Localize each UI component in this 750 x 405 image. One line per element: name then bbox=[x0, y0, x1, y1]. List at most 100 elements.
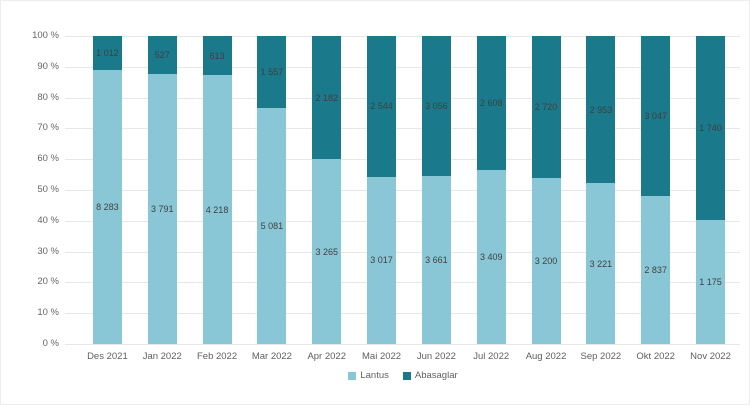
gridline bbox=[65, 97, 740, 99]
bar-column: 3 017 2 544 Mai 2022 bbox=[362, 36, 401, 362]
value-label-lantus: 4 218 bbox=[205, 204, 229, 215]
value-label-abasaglar: 613 bbox=[209, 50, 225, 61]
y-axis-tick-label: 40 % bbox=[37, 214, 59, 226]
x-axis-tick-label: Mar 2022 bbox=[251, 351, 292, 362]
bar-segment-abasaglar[interactable] bbox=[641, 36, 671, 196]
bar-segment-abasaglar[interactable] bbox=[531, 36, 561, 178]
value-label-lantus: 3 661 bbox=[425, 255, 448, 266]
bar-segment-lantus[interactable] bbox=[367, 176, 397, 344]
y-axis-tick-label: 50 % bbox=[37, 184, 59, 195]
legend-item-abasaglar[interactable]: Abasaglar bbox=[402, 370, 458, 381]
y-axis-tick-label: 90 % bbox=[37, 60, 59, 72]
value-label-lantus: 8 283 bbox=[96, 201, 119, 212]
value-label-lantus: 3 409 bbox=[479, 251, 503, 262]
y-axis-tick-label: 100 % bbox=[32, 30, 59, 41]
y-axis-tick-label: 60 % bbox=[37, 153, 59, 165]
bar-segment-abasaglar[interactable] bbox=[312, 36, 342, 160]
x-axis-tick-label: Apr 2022 bbox=[307, 351, 346, 362]
bar-column: 2 837 3 047 Okt 2022 bbox=[636, 36, 675, 362]
bar-column: 3 200 2 720 Aug 2022 bbox=[526, 36, 566, 362]
bar-segment-lantus[interactable] bbox=[421, 176, 451, 344]
value-label-lantus: 3 221 bbox=[589, 258, 613, 269]
bar-segment-abasaglar[interactable] bbox=[257, 36, 287, 109]
gridline bbox=[65, 313, 740, 315]
gridline bbox=[65, 128, 740, 130]
value-label-lantus: 3 791 bbox=[150, 203, 174, 214]
legend-label: Abasaglar bbox=[414, 370, 458, 381]
bar-segment-lantus[interactable] bbox=[586, 183, 616, 344]
bar-column: 3 661 3 056 Jun 2022 bbox=[417, 36, 456, 362]
value-label-abasaglar: 1 740 bbox=[699, 122, 722, 133]
value-label-abasaglar: 2 953 bbox=[589, 104, 613, 115]
bar-column: 1 175 1 740 Nov 2022 bbox=[690, 36, 731, 362]
value-label-lantus: 2 837 bbox=[644, 264, 667, 275]
bar-segment-abasaglar[interactable] bbox=[202, 36, 232, 76]
bar-column: 3 265 2 182 Apr 2022 bbox=[307, 36, 346, 362]
gridline bbox=[65, 66, 740, 68]
x-axis-tick-label: Nov 2022 bbox=[690, 351, 731, 362]
bar-segment-lantus[interactable] bbox=[641, 195, 671, 344]
y-axis-tick-label: 0 % bbox=[42, 338, 59, 349]
x-axis-tick-label: Sep 2022 bbox=[580, 351, 622, 362]
bar-segment-abasaglar[interactable] bbox=[586, 36, 616, 184]
x-axis-tick-label: Des 2021 bbox=[87, 351, 128, 362]
bar-segment-lantus[interactable] bbox=[147, 73, 177, 344]
value-label-abasaglar: 2 182 bbox=[315, 92, 338, 103]
bar-segment-abasaglar[interactable] bbox=[147, 36, 177, 74]
x-axis-tick-label: Okt 2022 bbox=[636, 351, 675, 362]
value-label-lantus: 3 265 bbox=[315, 246, 338, 257]
bar-segment-lantus[interactable] bbox=[696, 219, 726, 344]
legend-item-lantus[interactable]: Lantus bbox=[348, 370, 389, 381]
gridline bbox=[65, 190, 740, 191]
gridline bbox=[65, 36, 740, 37]
legend-label: Lantus bbox=[360, 370, 389, 381]
x-axis-tick-label: Mai 2022 bbox=[362, 351, 402, 362]
bar-column: 3 409 2 608 Jul 2022 bbox=[473, 36, 509, 362]
y-axis-tick-label: 20 % bbox=[37, 276, 59, 288]
bar-segment-lantus[interactable] bbox=[92, 69, 122, 344]
value-label-abasaglar: 3 047 bbox=[644, 110, 667, 121]
value-label-abasaglar: 527 bbox=[154, 49, 170, 60]
legend: Lantus Abasaglar bbox=[66, 370, 740, 381]
x-axis-tick-label: Aug 2022 bbox=[525, 351, 567, 362]
bar-segment-abasaglar[interactable] bbox=[92, 36, 122, 70]
bar-segment-abasaglar[interactable] bbox=[367, 36, 397, 177]
value-label-lantus: 3 200 bbox=[534, 255, 558, 266]
value-label-abasaglar: 3 056 bbox=[425, 101, 448, 112]
gridline bbox=[65, 282, 740, 284]
bar-segment-abasaglar[interactable] bbox=[476, 36, 506, 170]
value-label-abasaglar: 2 544 bbox=[370, 101, 393, 112]
bar-segment-lantus[interactable] bbox=[531, 177, 561, 344]
bar-segment-lantus[interactable] bbox=[476, 169, 506, 344]
bar-segment-lantus[interactable] bbox=[202, 75, 232, 344]
bar-segment-lantus[interactable] bbox=[312, 159, 342, 344]
gridline bbox=[65, 220, 740, 222]
bar-segment-abasaglar[interactable] bbox=[421, 36, 451, 177]
x-axis-tick-label: Feb 2022 bbox=[196, 351, 238, 362]
y-axis-tick-label: 30 % bbox=[37, 245, 59, 257]
value-label-abasaglar: 1 557 bbox=[260, 67, 284, 78]
y-axis-tick-label: 80 % bbox=[37, 91, 59, 103]
value-label-abasaglar: 2 608 bbox=[479, 97, 503, 108]
bar-column: 8 283 1 012 Des 2021 bbox=[87, 36, 128, 362]
bar-segment-lantus[interactable] bbox=[257, 108, 287, 344]
y-axis-tick-label: 70 % bbox=[37, 122, 59, 134]
legend-swatch-icon bbox=[402, 371, 411, 380]
bar-column: 5 081 1 557 Mar 2022 bbox=[252, 36, 292, 362]
bar-column: 3 791 527 Jan 2022 bbox=[143, 36, 182, 362]
value-label-abasaglar: 2 720 bbox=[534, 101, 558, 112]
plot-area: 8 283 1 012 Des 2021 3 791 527 Jan 2022 4 218 6… bbox=[80, 36, 738, 362]
bar-segment-abasaglar[interactable] bbox=[696, 36, 726, 220]
bar-column: 4 218 613 Feb 2022 bbox=[197, 36, 237, 362]
gridline bbox=[65, 159, 740, 161]
x-axis-tick-label: Jan 2022 bbox=[142, 351, 182, 362]
value-label-lantus: 1 175 bbox=[699, 276, 722, 287]
legend-swatch-icon bbox=[348, 371, 357, 380]
gridline bbox=[65, 344, 740, 345]
y-axis-tick-label: 10 % bbox=[37, 307, 59, 319]
value-label-abasaglar: 1 012 bbox=[96, 47, 119, 58]
x-axis-tick-label: Jul 2022 bbox=[473, 351, 510, 362]
value-label-lantus: 5 081 bbox=[260, 221, 284, 232]
gridline bbox=[65, 251, 740, 253]
